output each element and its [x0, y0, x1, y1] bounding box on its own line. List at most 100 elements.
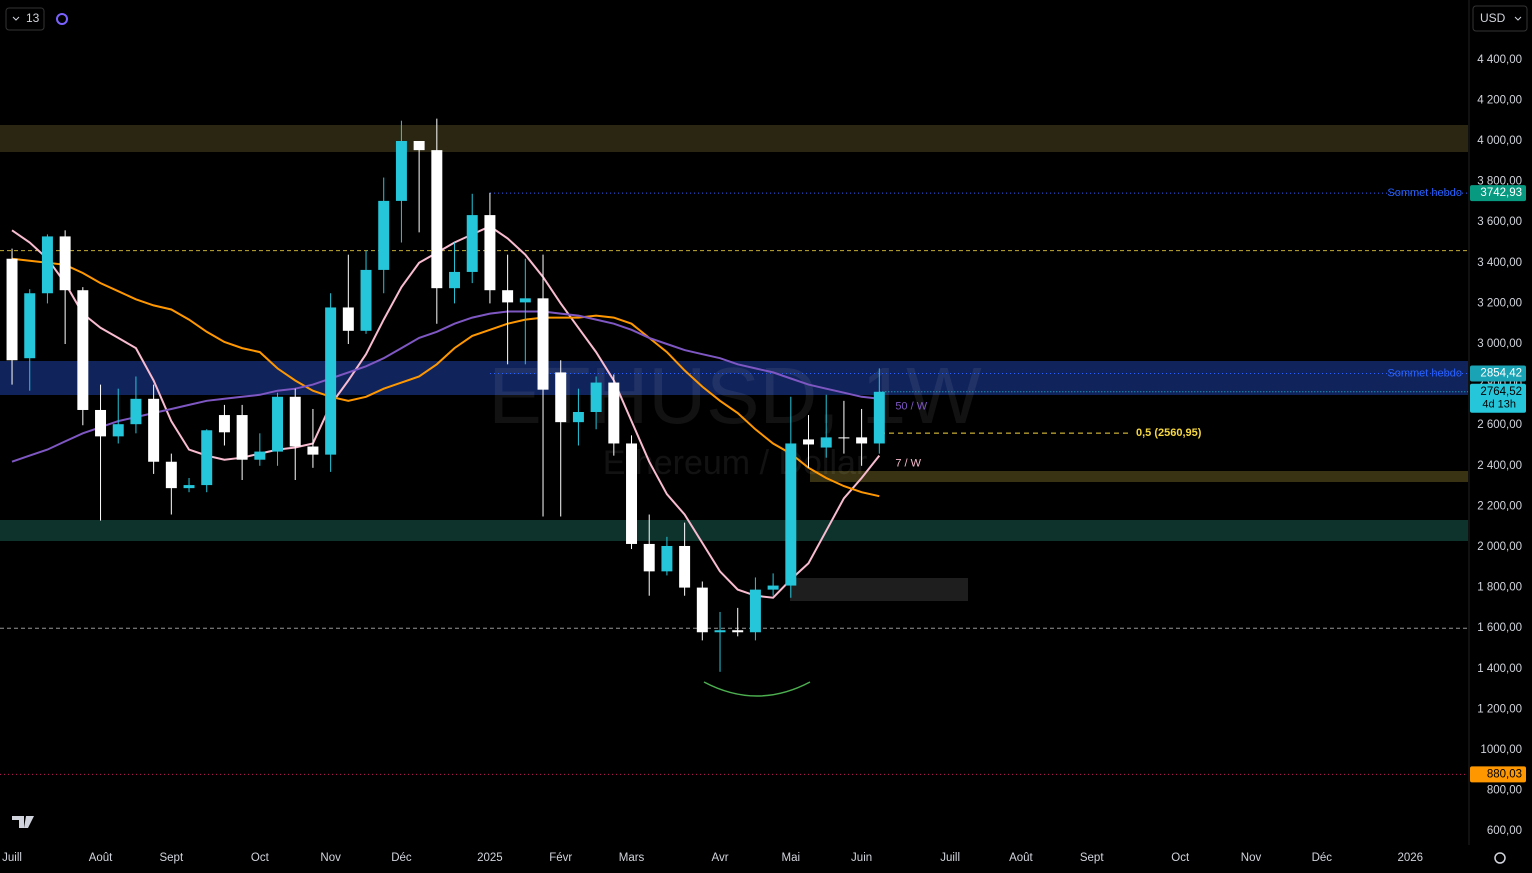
y-tick-label: 1 800,00: [1477, 582, 1522, 594]
candle-body: [165, 461, 177, 489]
candle-body: [218, 415, 230, 433]
zone: [810, 471, 1468, 482]
candle-body: [590, 382, 602, 413]
price-badge-label: 3742,93: [1480, 187, 1522, 199]
price-badge: [1470, 766, 1526, 783]
fib-text: 0,5 (2560,95): [1136, 427, 1202, 439]
series-label: 7 / W: [895, 458, 921, 470]
x-tick-label: Juill: [2, 852, 22, 864]
zone: [790, 578, 968, 601]
candle-body: [342, 307, 354, 331]
candle-body: [236, 415, 248, 460]
candle-body: [643, 543, 655, 572]
countdown: 4d 13h: [1482, 399, 1516, 411]
chevron: [12, 16, 20, 21]
x-tick-label: Avr: [711, 852, 728, 864]
candle-body: [325, 307, 337, 455]
candle-body: [307, 446, 319, 455]
candle-body: [378, 200, 390, 270]
logo: [12, 816, 34, 828]
y-tick-label: 3 800,00: [1477, 176, 1522, 188]
chevron: [1514, 16, 1522, 21]
y-tick-label: 3 200,00: [1477, 297, 1522, 309]
candle-body: [272, 396, 284, 452]
y-tick-label: 600,00: [1487, 825, 1522, 837]
y-tick-label: 1 600,00: [1477, 622, 1522, 634]
arc: [703, 681, 811, 697]
candle-body: [130, 398, 142, 425]
candle-body: [289, 396, 301, 447]
candle-body: [254, 451, 266, 460]
watermark-sub: Ethereum / Dollar: [603, 444, 868, 482]
interval: 13: [26, 11, 40, 25]
candle-body: [360, 269, 372, 331]
y-tick-label: 1 400,00: [1477, 663, 1522, 675]
candle-body: [77, 290, 89, 410]
candle-body: [679, 545, 691, 588]
x-tick-label: Oct: [251, 852, 270, 864]
zone: [0, 125, 1468, 152]
x-tick-label: Oct: [1171, 852, 1190, 864]
candle-body: [413, 141, 425, 151]
candle-body: [502, 290, 514, 303]
moving-average: [11, 225, 881, 599]
candle-body: [626, 443, 638, 544]
x-tick-label: Nov: [1241, 852, 1262, 864]
x-tick-label: Août: [1009, 852, 1033, 864]
candle-body: [95, 409, 107, 437]
x-tick-label: Mars: [619, 852, 645, 864]
candle-body: [714, 630, 726, 633]
candle-body: [838, 437, 850, 439]
candle-body: [183, 485, 195, 489]
zone: [0, 361, 1468, 395]
price-badge: [1470, 365, 1526, 382]
sync-icon[interactable]: [56, 13, 68, 25]
price-badge-label: 2854,42: [1480, 368, 1522, 380]
y-tick-label: 1000,00: [1480, 744, 1522, 756]
candle-body: [820, 437, 832, 448]
candle-body: [873, 391, 885, 444]
candle-body: [519, 298, 531, 303]
y-tick-label: 3 600,00: [1477, 216, 1522, 228]
x-tick-label: 2025: [477, 852, 503, 864]
zone: [0, 520, 1468, 541]
price-badge: [1470, 383, 1526, 413]
candle-body: [572, 412, 584, 423]
x-tick-label: Juill: [940, 852, 960, 864]
candle-body: [59, 236, 71, 291]
candle-body: [466, 215, 478, 272]
x-tick-label: Sept: [1080, 852, 1104, 864]
price-badge: [1470, 185, 1526, 202]
candle-body: [537, 298, 549, 390]
candle-body: [785, 443, 797, 586]
candle-body: [484, 215, 496, 291]
x-tick-label: Mai: [782, 852, 801, 864]
candle-body: [201, 430, 213, 486]
currency-button[interactable]: [1472, 5, 1528, 32]
toolbar: 13 USD: [5, 5, 1528, 864]
currency: USD: [1480, 11, 1506, 25]
candle-body: [449, 271, 461, 289]
x-tick-label: Sept: [159, 852, 183, 864]
interval-button[interactable]: [5, 7, 45, 31]
candle-body: [661, 545, 673, 572]
x-tick-label: Août: [89, 852, 113, 864]
x-tick-label: Déc: [1312, 852, 1333, 864]
y-tick-label: 3 400,00: [1477, 257, 1522, 269]
y-tick-label: 2 600,00: [1477, 419, 1522, 431]
level-text: Sommet hebdo: [1387, 367, 1462, 379]
series-label: 50 / W: [895, 401, 927, 413]
candle-body: [696, 587, 708, 633]
price-badge-label: 2764,52: [1480, 386, 1522, 398]
y-tick-label: 4 000,00: [1477, 135, 1522, 147]
settings-icon[interactable]: [1494, 852, 1506, 864]
y-tick-label: 2 000,00: [1477, 541, 1522, 553]
candle-body: [732, 630, 744, 633]
x-tick-label: Nov: [320, 852, 341, 864]
y-tick-label: 2 200,00: [1477, 500, 1522, 512]
y-tick-label: 800,00: [1487, 785, 1522, 797]
candle-body: [749, 589, 761, 633]
price-badge-label: 880,03: [1487, 768, 1522, 780]
